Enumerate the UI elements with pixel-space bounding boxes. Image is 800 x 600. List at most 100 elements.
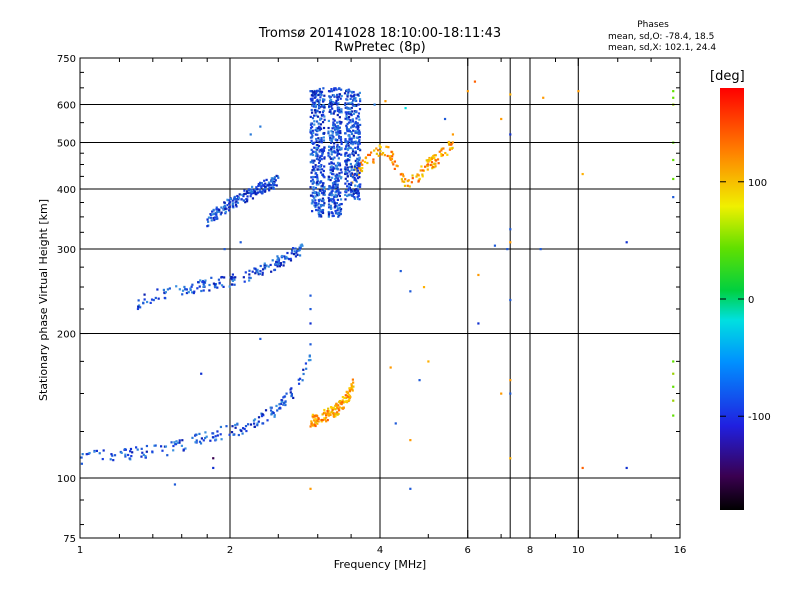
data-point	[317, 420, 320, 423]
data-point	[244, 424, 248, 428]
data-point	[315, 140, 318, 143]
data-point	[341, 395, 344, 399]
data-point	[271, 177, 275, 180]
data-point	[672, 177, 675, 181]
data-point	[359, 100, 362, 103]
data-point	[348, 165, 352, 169]
data-point	[321, 208, 325, 212]
data-point	[353, 99, 356, 102]
data-point	[273, 180, 276, 183]
data-point	[345, 145, 348, 148]
data-point	[276, 258, 279, 261]
data-point	[336, 212, 339, 215]
data-point	[344, 189, 348, 192]
data-point	[625, 241, 628, 244]
data-point	[401, 173, 405, 176]
data-point	[327, 196, 330, 199]
data-point	[436, 158, 440, 161]
data-point	[315, 157, 319, 160]
data-point	[305, 367, 308, 370]
data-point	[270, 412, 274, 415]
data-point	[312, 105, 315, 108]
data-point	[344, 172, 347, 176]
data-point	[354, 122, 357, 125]
data-point	[328, 156, 331, 159]
data-point	[227, 209, 231, 212]
data-point	[248, 273, 251, 276]
data-point	[225, 425, 228, 428]
data-point	[318, 128, 321, 131]
data-point	[350, 386, 353, 389]
data-point	[333, 95, 336, 98]
data-point	[376, 149, 380, 152]
data-point	[347, 144, 350, 147]
data-point	[358, 98, 362, 101]
data-point	[327, 119, 331, 123]
data-point	[422, 169, 426, 172]
data-point	[256, 268, 259, 272]
chart-title: Tromsø 20141028 18:10:00-18:11:43	[258, 26, 502, 41]
colorbar-tick-label: -100	[748, 412, 771, 423]
data-point	[358, 131, 361, 134]
data-point	[204, 431, 207, 434]
x-tick-label: 8	[527, 545, 533, 556]
data-point	[274, 179, 277, 182]
data-point	[449, 147, 452, 150]
data-point	[176, 441, 179, 444]
data-point	[391, 153, 395, 156]
data-point	[289, 391, 292, 394]
data-point	[325, 416, 328, 419]
data-point	[323, 193, 326, 196]
data-point	[509, 392, 512, 395]
data-point	[253, 425, 256, 428]
data-point	[358, 185, 362, 188]
data-point	[379, 146, 382, 149]
data-point	[331, 107, 334, 110]
data-point	[352, 90, 355, 94]
data-point	[493, 244, 497, 247]
data-point	[427, 158, 430, 162]
data-point	[136, 448, 139, 451]
data-point	[361, 159, 364, 162]
data-point	[310, 176, 313, 179]
data-point	[335, 173, 338, 176]
data-point	[336, 198, 339, 201]
data-point	[332, 199, 336, 202]
data-point	[340, 153, 343, 156]
data-point	[269, 263, 272, 267]
x-tick-label: 2	[227, 545, 233, 556]
data-point	[315, 201, 318, 205]
data-point	[337, 129, 340, 132]
data-point	[294, 247, 297, 250]
y-tick-label: 300	[57, 245, 76, 256]
data-point	[282, 264, 285, 267]
data-point	[348, 139, 351, 142]
data-point	[120, 451, 123, 454]
data-point	[356, 142, 359, 145]
data-point	[224, 207, 227, 211]
data-point	[234, 203, 238, 206]
x-tick-label: 10	[572, 545, 585, 556]
data-point	[323, 106, 326, 109]
data-point	[672, 385, 675, 388]
data-point	[396, 165, 399, 168]
data-point	[178, 288, 181, 291]
data-point	[320, 150, 324, 153]
data-point	[325, 412, 328, 415]
data-point	[317, 144, 321, 148]
data-point	[318, 164, 322, 168]
data-point	[323, 94, 326, 97]
data-point	[233, 196, 236, 199]
data-point	[173, 441, 176, 444]
data-point	[191, 283, 194, 286]
data-point	[329, 204, 332, 207]
data-point	[339, 108, 343, 111]
colorbar-tick-label: 0	[748, 295, 754, 306]
data-point	[335, 405, 338, 408]
data-point	[346, 194, 349, 198]
data-point	[408, 185, 411, 188]
data-point	[245, 200, 249, 203]
data-point	[331, 131, 334, 134]
data-point	[358, 198, 361, 201]
